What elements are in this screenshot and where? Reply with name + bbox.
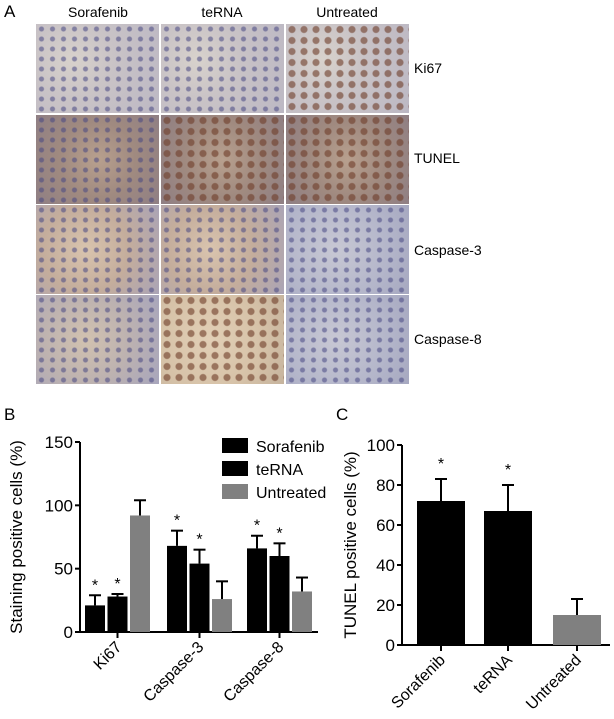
x-tick-label: Untreated (523, 652, 585, 714)
y-tick-label: 50 (54, 560, 73, 579)
y-axis-title: TUNEL positive cells (%) (341, 451, 360, 638)
legend-swatch-untreated (222, 484, 248, 499)
row-label-tunel: TUNEL (414, 150, 460, 166)
bar-sorafenib-caspase-8 (247, 548, 267, 632)
bar-untreated-caspase-8 (292, 591, 312, 632)
micrograph-ki67-terna (161, 24, 284, 113)
micrograph-tunel-untreated (286, 115, 409, 204)
x-tick-label: Sorafenib (388, 652, 449, 713)
y-axis-title: Staining positive cells (%) (7, 440, 26, 634)
micrograph-ki67-sorafenib (36, 24, 159, 113)
bar-terna-caspase-3 (189, 563, 210, 632)
micrograph-caspase8-untreated (286, 295, 409, 384)
y-tick-label: 80 (376, 476, 395, 495)
significance-asterisk: * (276, 525, 282, 542)
legend-label: Sorafenib (256, 439, 325, 456)
micrograph-tunel-terna (161, 115, 284, 204)
significance-asterisk: * (174, 513, 180, 530)
y-tick-label: 150 (45, 433, 73, 452)
micrograph-caspase3-terna (161, 205, 284, 294)
legend-swatch-terna (222, 461, 248, 476)
bar-terna-ki67 (107, 596, 128, 632)
row-label-ki67: Ki67 (414, 60, 443, 76)
column-header-untreated: Untreated (316, 4, 378, 20)
significance-asterisk: * (92, 577, 98, 594)
x-tick-label: Caspase-8 (221, 639, 288, 706)
micrograph-tunel-sorafenib (36, 115, 159, 204)
significance-asterisk: * (114, 576, 120, 593)
bar-terna (484, 511, 532, 645)
x-tick-label: Caspase-3 (141, 639, 208, 706)
y-tick-label: 0 (64, 623, 73, 642)
bar-sorafenib-caspase-3 (167, 545, 187, 632)
column-header-terna: teRNA (201, 4, 243, 20)
significance-asterisk: * (438, 456, 444, 473)
panel-b-letter: B (4, 405, 16, 424)
y-tick-label: 0 (386, 636, 395, 655)
y-tick-label: 20 (376, 596, 395, 615)
legend-label: teRNA (256, 462, 303, 479)
significance-asterisk: * (196, 532, 202, 549)
bar-sorafenib-ki67 (85, 605, 105, 632)
micrograph-caspase3-untreated (286, 205, 409, 294)
legend-label: Untreated (256, 485, 326, 502)
micrograph-caspase3-sorafenib (36, 205, 159, 294)
bar-untreated (553, 615, 601, 645)
legend-swatch-sorafenib (222, 438, 248, 453)
bar-untreated-ki67 (130, 515, 150, 632)
micrograph-caspase8-terna (161, 295, 284, 384)
y-tick-label: 100 (45, 496, 73, 515)
y-tick-label: 100 (367, 436, 395, 455)
bar-untreated-caspase-3 (212, 599, 232, 632)
significance-asterisk: * (254, 518, 260, 535)
y-tick-label: 40 (376, 556, 395, 575)
x-tick-label: teRNA (470, 652, 516, 698)
significance-asterisk: * (505, 462, 511, 479)
micrograph-caspase8-sorafenib (36, 295, 159, 384)
y-tick-label: 60 (376, 516, 395, 535)
bar-terna-caspase-8 (269, 556, 290, 632)
row-label-caspase8: Caspase-8 (414, 331, 482, 347)
x-tick-label: Ki67 (91, 639, 126, 674)
column-header-sorafenib: Sorafenib (68, 4, 128, 20)
micrograph-ki67-untreated (286, 24, 409, 113)
panel-a-letter: A (4, 2, 16, 21)
row-label-caspase3: Caspase-3 (414, 242, 482, 258)
bar-sorafenib (417, 501, 465, 645)
panel-c-letter: C (336, 405, 349, 424)
